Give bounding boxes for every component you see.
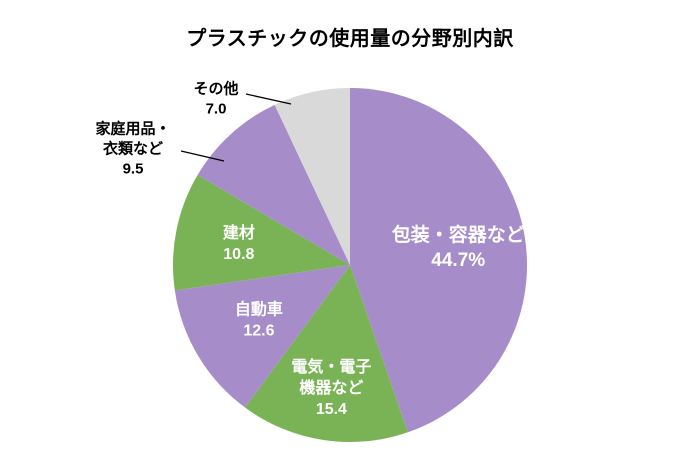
leader-line-6 xyxy=(245,93,292,105)
pie-slice-2 xyxy=(245,265,408,443)
pie-label-2: 電気・電子機器など 15.4 xyxy=(291,357,371,418)
pie-label-3: 自動車 12.6 xyxy=(235,300,283,340)
chart-title: プラスチックの使用量の分野別内訳 xyxy=(186,28,514,50)
pie-slice-5 xyxy=(197,104,350,265)
pie-slice-3 xyxy=(174,265,350,408)
pie-slice-6 xyxy=(274,88,350,265)
pie-label-1: 包装・容器など 44.7% xyxy=(392,223,525,271)
pie-slice-4 xyxy=(173,174,350,291)
leader-line-5 xyxy=(180,150,225,162)
pie-slice-1 xyxy=(350,88,528,433)
pie-label-5: 家庭用品・衣類など 9.5 xyxy=(95,119,170,177)
pie-label-4: 建材 10.8 xyxy=(223,223,255,263)
pie-label-6: その他 7.0 xyxy=(193,79,238,117)
